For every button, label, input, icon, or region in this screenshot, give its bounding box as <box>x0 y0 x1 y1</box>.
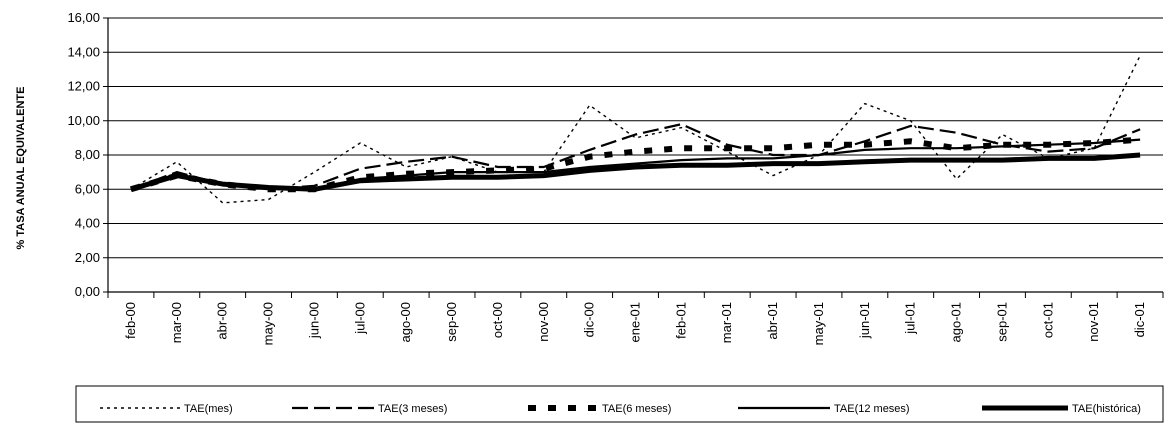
legend-label-1: TAE(mes) <box>184 403 233 415</box>
x-tick-label: may-01 <box>811 302 826 345</box>
y-tick-label: 4,00 <box>75 216 100 231</box>
x-tick-label: abr-01 <box>765 302 780 340</box>
legend: TAE(mes) TAE(3 meses) TAE(6 meses) TAE(12 m… <box>75 385 1164 423</box>
series-line-4 <box>130 138 1141 191</box>
x-tick-label: may-00 <box>261 302 276 345</box>
x-tick-label: oct-01 <box>1040 302 1055 338</box>
x-tick-label: oct-00 <box>490 302 505 338</box>
y-tick-label: 6,00 <box>75 181 100 196</box>
x-tick-label: feb-00 <box>123 302 138 339</box>
x-tick-label: dic-01 <box>1132 302 1147 337</box>
x-tick-label: ago-00 <box>398 302 413 342</box>
x-tick-label: jul-00 <box>352 302 367 335</box>
y-tick-label: 14,00 <box>67 44 100 59</box>
legend-label-3: TAE(6 meses) <box>602 403 671 415</box>
x-tick-label: nov-01 <box>1086 302 1101 342</box>
x-tick-label: sep-01 <box>994 302 1009 342</box>
x-tick-label: feb-01 <box>673 302 688 339</box>
y-tick-label: 8,00 <box>75 147 100 162</box>
y-tick-label: 2,00 <box>75 250 100 265</box>
series-line-2 <box>130 123 1141 191</box>
y-tick-label: 12,00 <box>67 79 100 94</box>
legend-box <box>75 385 1164 423</box>
legend-label-4: TAE(12 meses) <box>834 403 910 415</box>
x-tick-label: mar-01 <box>719 302 734 343</box>
y-tick-label: 0,00 <box>75 284 100 299</box>
x-tick-label: mar-00 <box>169 302 184 343</box>
y-tick-label: 16,00 <box>67 10 100 25</box>
y-axis-label: % TASA ANUAL EQUIVALENTE <box>15 87 27 250</box>
x-axis-ticks: feb-00 mar-00 abr-00 may-00 jun-00 jul-00 ago-… <box>107 292 1164 345</box>
series-line-1 <box>130 55 1141 204</box>
x-tick-label: abr-00 <box>215 302 230 340</box>
legend-label-2: TAE(3 meses) <box>378 403 447 415</box>
x-tick-label: jun-01 <box>857 302 872 339</box>
x-tick-label: jul-01 <box>903 302 918 335</box>
x-tick-label: ene-01 <box>628 302 643 342</box>
y-tick-label: 10,00 <box>67 113 100 128</box>
x-tick-label: sep-00 <box>444 302 459 342</box>
series-line-5 <box>130 152 1141 192</box>
x-tick-label: nov-00 <box>536 302 551 342</box>
y-axis-ticks: 0,00 2,00 4,00 6,00 8,00 10,00 12,00 14,00 16,00 <box>67 10 108 299</box>
x-tick-label: ago-01 <box>949 302 964 342</box>
series-lines <box>130 55 1141 204</box>
grid-lines <box>107 17 1163 293</box>
x-tick-label: dic-00 <box>582 302 597 337</box>
x-tick-label: jun-00 <box>306 302 321 339</box>
legend-label-5: TAE(histórica) <box>1072 403 1141 415</box>
